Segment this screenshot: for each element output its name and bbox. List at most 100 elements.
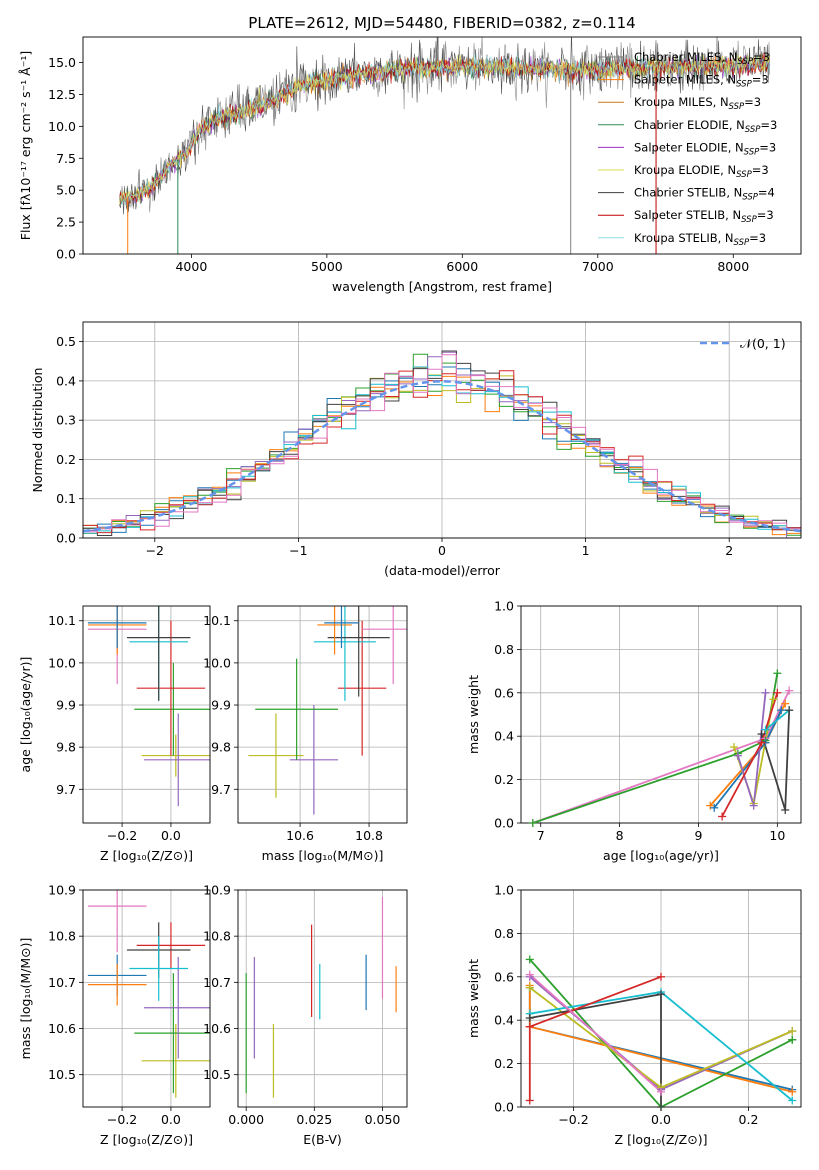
y-tick-label: 10.0 [48, 655, 76, 670]
y-tick-label: 10.8 [48, 929, 76, 944]
x-tick-label: 6000 [446, 259, 478, 274]
y-tick-label: 0.1 [56, 491, 76, 506]
y-tick-label: 10.0 [203, 655, 231, 670]
x-tick-label: −0.2 [558, 1112, 588, 1127]
y-tick-label: 10.0 [48, 119, 76, 134]
y-tick-label: 0.0 [56, 531, 76, 546]
x-tick-label: 8000 [717, 259, 749, 274]
mass_vs_z-xlabel: Z [log₁₀(Z/Z⊙)] [100, 1132, 193, 1147]
spectrum-plot [119, 37, 771, 254]
spectrum-frame [82, 36, 802, 255]
x-tick-label: 0.050 [365, 1112, 401, 1127]
normal-curve [83, 380, 801, 533]
y-tick-label: 0.5 [56, 334, 76, 349]
legend-label: Chabrier STELIB, NSSP=4 [634, 186, 775, 203]
weight_vs_age-frame [520, 605, 802, 824]
y-tick-label: 0.4 [494, 1013, 514, 1028]
weight_vs_age-marker [729, 743, 738, 752]
y-tick-label: 0.2 [56, 452, 76, 467]
weight_vs_age-xlabel: age [log₁₀(age/yr)] [603, 848, 719, 863]
weight_vs_z-marker [657, 1103, 665, 1111]
age_vs_z-axes: −0.2 0.0 9.7 9.8 9.9 10.0 10.1 Z [log₁₀(Z/Z⊙)] a… [18, 605, 211, 863]
y-tick-label: 2.5 [56, 215, 76, 230]
y-tick-label: 12.5 [48, 87, 76, 102]
weight_vs_age-axes: 7 8 9 10 0.0 0.2 0.4 0.6 0.8 1.0 age [log₁₀(age/yr… [466, 599, 802, 863]
y-tick-label: 10.1 [48, 613, 76, 628]
age_vs_z-plot [87, 606, 210, 807]
weight_vs_age-series [764, 709, 790, 731]
x-tick-label: 10.6 [286, 828, 314, 843]
y-tick-label: 10.5 [48, 1067, 76, 1082]
mass_vs_z-grid [83, 889, 210, 1107]
histogram-series [83, 354, 801, 533]
x-tick-label: 0.0 [651, 1112, 671, 1127]
legend-label: Salpeter ELODIE, NSSP=3 [634, 140, 776, 157]
age_vs_mass-axes: 10.6 10.8 9.7 9.8 9.9 10.0 10.1 mass [log₁₀(M/M… [203, 605, 408, 863]
x-tick-label: 10 [769, 828, 785, 843]
y-tick-label: 5.0 [56, 183, 76, 198]
weight_vs_age-marker [757, 730, 766, 739]
y-tick-label: 0.3 [56, 413, 76, 428]
weight_vs_z-marker [657, 972, 665, 981]
weight_vs_age-marker [757, 738, 766, 747]
weight_vs_age-marker [749, 801, 758, 810]
weight_vs_age-marker [773, 669, 782, 678]
y-tick-label: 9.7 [56, 782, 76, 797]
x-tick-label: 7 [537, 828, 545, 843]
weight_vs_age-marker [785, 706, 794, 715]
y-tick-label: 10.5 [203, 1067, 231, 1082]
age_vs_mass-xlabel: mass [log₁₀(M/M⊙)] [262, 848, 384, 863]
y-tick-label: 0.4 [494, 729, 514, 744]
legend-label: Chabrier MILES, NSSP=3 [634, 50, 770, 67]
weight_vs_age-marker [773, 688, 782, 697]
histogram-ylabel: Normed distribution [30, 368, 45, 493]
weight_vs_age-plot [532, 673, 791, 823]
legend-label: Kroupa ELODIE, NSSP=3 [634, 163, 769, 180]
mass_vs_ebv-axes: 0.000 0.025 0.050 10.5 10.6 10.7 10.8 10.9 E(B-V… [203, 883, 408, 1147]
y-tick-label: 7.5 [56, 151, 76, 166]
weight_vs_z-axes: −0.2 0.0 0.2 0.0 0.2 0.4 0.6 0.8 1.0 Z [log₁₀(Z/Z… [466, 883, 802, 1147]
weight_vs_z-marker [788, 1087, 797, 1096]
y-tick-label: 10.6 [203, 1021, 231, 1036]
mass_vs_ebv-frame [237, 889, 408, 1108]
y-tick-label: 9.7 [211, 782, 231, 797]
age_vs_z-frame [82, 605, 211, 824]
x-tick-label: 0 [438, 543, 446, 558]
weight_vs_age-series [760, 710, 791, 811]
y-tick-label: 10.7 [203, 975, 231, 990]
histogram-axes: −2 −1 0 1 2 0.0 0.1 0.2 0.3 0.4 0.5 (data-model)/er… [30, 321, 802, 578]
age_vs_mass-frame [237, 605, 408, 824]
weight_vs_z-marker [525, 1014, 534, 1023]
age_vs_mass-grid [238, 606, 407, 823]
weight_vs_z-marker [788, 1035, 797, 1044]
weight_vs_z-marker [525, 983, 534, 992]
weight_vs_age-marker [781, 805, 790, 814]
y-tick-label: 10.1 [203, 613, 231, 628]
x-tick-label: −1 [289, 543, 307, 558]
y-tick-label: 10.7 [48, 975, 76, 990]
mass_vs_z-frame [82, 889, 211, 1108]
legend-label: Salpeter STELIB, NSSP=3 [634, 208, 774, 225]
spectrum-legend: Chabrier MILES, NSSP=3 Salpeter MILES, NS… [598, 50, 777, 248]
y-tick-label: 0.8 [494, 926, 514, 941]
weight_vs_age-marker [733, 751, 742, 760]
weight_vs_z-ylabel: mass weight [466, 959, 481, 1038]
y-tick-label: 15.0 [48, 55, 76, 70]
y-tick-label: 0.2 [494, 1056, 514, 1071]
y-tick-label: 9.9 [56, 698, 76, 713]
weight_vs_z-series [529, 958, 793, 1107]
histogram-xlabel: (data-model)/error [384, 563, 501, 578]
weight_vs_age-marker [769, 695, 778, 704]
x-tick-label: 4000 [175, 259, 207, 274]
y-tick-label: 0.0 [494, 816, 514, 831]
x-tick-label: 8 [616, 828, 624, 843]
x-tick-label: 10.8 [355, 828, 383, 843]
spectrum-series [119, 37, 771, 215]
spectrum-title: PLATE=2612, MJD=54480, FIBERID=0382, z=0… [248, 14, 635, 32]
weight_vs_age-marker [710, 803, 719, 812]
spectrum-series [119, 54, 771, 205]
x-tick-label: 7000 [582, 259, 614, 274]
histogram-legend-label: 𝒩(0, 1) [740, 336, 786, 351]
x-tick-label: 0.2 [739, 1112, 759, 1127]
